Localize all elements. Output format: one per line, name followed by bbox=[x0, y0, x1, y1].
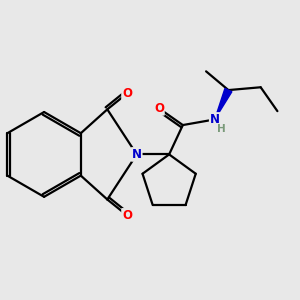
Text: O: O bbox=[154, 102, 164, 115]
Text: O: O bbox=[122, 87, 132, 100]
Text: N: N bbox=[210, 113, 220, 126]
Polygon shape bbox=[215, 88, 232, 119]
Text: O: O bbox=[122, 209, 132, 222]
Text: N: N bbox=[132, 148, 142, 161]
Text: H: H bbox=[217, 124, 226, 134]
